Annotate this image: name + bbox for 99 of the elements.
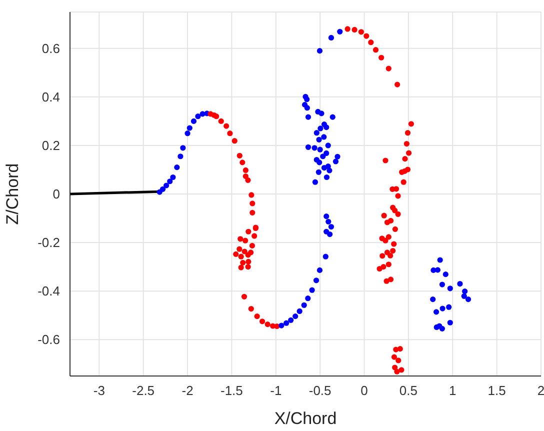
y-axis-title: Z/Chord — [3, 163, 22, 225]
point — [382, 238, 388, 244]
point — [384, 220, 390, 226]
point — [227, 130, 233, 136]
point — [364, 33, 370, 39]
point — [386, 66, 392, 72]
point — [249, 242, 256, 248]
point — [236, 152, 242, 158]
y-tick-label: -0.2 — [38, 235, 60, 250]
point — [404, 140, 410, 147]
x-tick-label: 2 — [537, 383, 544, 398]
x-tick-label: -3 — [93, 383, 105, 398]
point — [395, 193, 401, 199]
point — [386, 234, 392, 240]
point — [264, 322, 270, 328]
point — [174, 164, 180, 170]
point — [400, 179, 406, 185]
y-tick-label: -0.4 — [38, 284, 60, 299]
x-tick-label: -0.5 — [308, 383, 332, 398]
point — [180, 145, 186, 151]
point — [380, 264, 386, 270]
point — [248, 192, 254, 198]
point — [218, 118, 224, 124]
point — [406, 150, 412, 156]
point — [392, 364, 398, 370]
point — [368, 40, 374, 46]
point — [236, 246, 242, 252]
x-tick-label: 0 — [360, 383, 368, 398]
point — [259, 318, 266, 324]
y-tick-label: 0.6 — [42, 41, 60, 56]
point — [245, 177, 251, 183]
point — [248, 306, 254, 312]
point — [380, 253, 386, 259]
point — [240, 160, 246, 166]
x-tick-label: 1.5 — [488, 383, 506, 398]
point — [344, 26, 350, 32]
x-tick-label: -2.5 — [132, 383, 155, 398]
point — [224, 123, 230, 129]
point — [242, 238, 248, 244]
point — [384, 250, 390, 256]
point — [386, 262, 392, 268]
point — [396, 358, 402, 364]
x-tick-label: 0.5 — [399, 383, 418, 398]
y-tick-label: 0 — [52, 186, 60, 202]
point — [160, 186, 166, 192]
point — [352, 26, 358, 33]
point — [242, 173, 248, 180]
point — [245, 264, 251, 270]
point — [178, 154, 184, 160]
x-tick-label: 1 — [449, 383, 456, 398]
point — [254, 314, 260, 320]
x-tick-label: -1 — [270, 383, 282, 398]
point — [390, 248, 396, 254]
point — [233, 251, 239, 257]
point — [190, 118, 197, 124]
point — [404, 130, 411, 136]
point — [242, 167, 248, 174]
y-tick-label: 0.2 — [42, 138, 60, 154]
y-tick-label: 0.4 — [42, 90, 60, 105]
point — [252, 233, 258, 239]
point — [402, 156, 408, 162]
point — [184, 130, 190, 136]
point — [378, 54, 384, 60]
point — [358, 29, 364, 35]
point — [186, 125, 192, 131]
point — [391, 354, 398, 360]
x-tick-label: -2 — [182, 383, 194, 398]
point — [240, 260, 246, 266]
point — [392, 208, 398, 214]
point — [214, 114, 220, 120]
point — [408, 121, 414, 127]
point — [372, 47, 379, 53]
point — [170, 174, 176, 180]
point — [381, 212, 387, 218]
point — [245, 252, 251, 258]
point — [391, 241, 397, 247]
point — [394, 368, 400, 374]
x-axis-title: X/Chord — [274, 409, 337, 428]
point — [232, 138, 238, 144]
point — [238, 254, 244, 260]
point — [392, 226, 398, 232]
y-tick-label: -0.6 — [38, 332, 60, 348]
point — [250, 210, 256, 216]
point — [397, 346, 403, 352]
x-tick-label: -1.5 — [220, 383, 243, 398]
point — [395, 211, 401, 217]
point — [394, 82, 400, 88]
point — [250, 200, 256, 206]
point — [388, 276, 394, 282]
point — [164, 182, 170, 188]
point — [382, 158, 388, 164]
point — [238, 236, 244, 242]
point — [241, 294, 248, 300]
point — [195, 114, 201, 120]
point — [167, 178, 173, 184]
point — [238, 264, 244, 270]
point — [246, 258, 252, 265]
point — [246, 228, 252, 234]
point — [242, 248, 248, 254]
